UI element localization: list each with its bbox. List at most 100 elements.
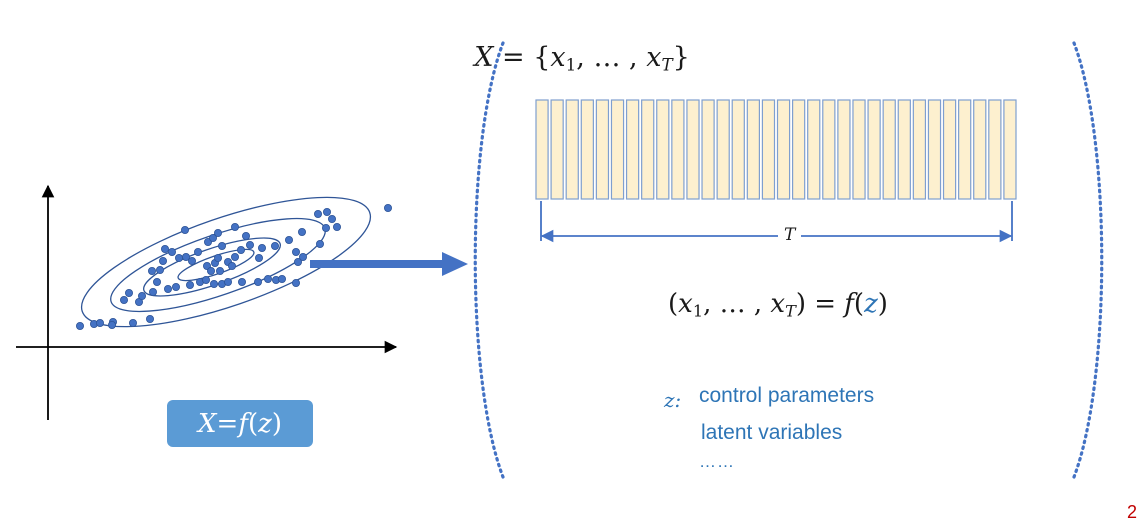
sequence-cell [535, 99, 549, 200]
sequence-cell [852, 99, 866, 200]
sequence-cell [927, 99, 942, 200]
sequence-cell [550, 99, 564, 200]
sequence-cell [791, 99, 806, 200]
scatter-point [171, 282, 180, 291]
scatter-point [215, 266, 224, 275]
note-control-parameters: control parameters [699, 384, 875, 407]
scatter-point [128, 318, 137, 327]
scatter-point [152, 277, 161, 286]
scatter-point [145, 314, 154, 323]
scatter-point [187, 256, 196, 265]
sequence-cells [535, 99, 1017, 200]
left-bracket [473, 41, 505, 479]
scatter-point [209, 279, 218, 288]
scatter-point [291, 278, 300, 287]
latent-symbol: z: [664, 388, 682, 412]
sequence-cell [867, 99, 881, 200]
sequence-cell [580, 99, 594, 200]
formula-badge: X = f(z) [167, 400, 313, 447]
scatter-point [298, 252, 307, 261]
sequence-cell [807, 99, 821, 200]
sequence-cell [746, 99, 760, 200]
scatter-point [245, 240, 254, 249]
sequence-cell [837, 99, 851, 200]
scatter-point [257, 243, 266, 252]
page-number: 2 [1127, 502, 1138, 522]
scatter-point [254, 253, 263, 262]
scatter-point [313, 209, 322, 218]
scatter-point [206, 266, 215, 275]
scatter-point [148, 287, 157, 296]
scatter-point [253, 277, 262, 286]
scatter-point [213, 228, 222, 237]
scatter-point [237, 277, 246, 286]
sequence-cell [897, 99, 911, 200]
sequence-cell [942, 99, 957, 200]
scatter-point [137, 291, 146, 300]
scatter-point [213, 253, 222, 262]
scatter-point [315, 239, 324, 248]
scatter-point [201, 275, 210, 284]
sequence-cell [671, 99, 685, 200]
scatter-point [160, 244, 169, 253]
scatter-point [227, 261, 236, 270]
sequence-cell [641, 99, 655, 200]
sequence-formula: (x1, … , xT) = f(z) [668, 289, 888, 321]
scatter-point [167, 247, 176, 256]
scatter-point [181, 252, 190, 261]
scatter-point [96, 318, 105, 327]
mapping-arrow [310, 252, 468, 276]
scatter-point [263, 274, 272, 283]
scatter-point [147, 266, 156, 275]
contour-outer [80, 196, 372, 328]
scatter-point [185, 280, 194, 289]
sequence-cell [973, 99, 987, 200]
sequence-cell [595, 99, 610, 200]
sequence-cell [701, 99, 715, 200]
scatter-point [163, 284, 172, 293]
scatter-point [327, 214, 336, 223]
scatter-point [125, 288, 134, 297]
scatter-point [236, 245, 245, 254]
scatter-point [293, 257, 302, 266]
sequence-cell [731, 99, 745, 200]
sequence-cell [610, 99, 625, 200]
scatter-point [277, 274, 286, 283]
scatter-point [174, 253, 183, 262]
scatter-point [208, 233, 217, 242]
sequence-cell [822, 99, 836, 200]
note-ellipsis: …… [699, 452, 735, 471]
scatter-point [230, 252, 239, 261]
scatter-point [76, 321, 85, 330]
sequence-length-label: T [778, 225, 802, 245]
scatter-point [270, 241, 279, 250]
note-latent-variables: latent variables [701, 421, 843, 444]
scatter-point [297, 227, 306, 236]
scatter-point [180, 225, 189, 234]
sequence-cell [625, 99, 640, 200]
scatter-point [230, 222, 239, 231]
scatter-point [241, 231, 250, 240]
sequence-cell [761, 99, 776, 200]
sequence-cell [656, 99, 670, 200]
scatter-point [321, 223, 330, 232]
right-bracket [1072, 41, 1104, 479]
sequence-cell [988, 99, 1002, 200]
scatter-point [108, 320, 117, 329]
scatter-point [120, 295, 129, 304]
sequence-cell [565, 99, 579, 200]
sequence-cell [776, 99, 791, 200]
scatter-point [322, 207, 331, 216]
scatter-point [332, 222, 341, 231]
scatter-point [217, 241, 226, 250]
scatter-point [155, 265, 164, 274]
set-formula: X = {x1, … , xT} [474, 42, 690, 75]
sequence-cell [912, 99, 927, 200]
scatter-point [223, 277, 232, 286]
sequence-cell [686, 99, 700, 200]
sequence-cell [882, 99, 896, 200]
scatter-point [158, 256, 167, 265]
scatter-points [76, 203, 392, 330]
scatter-point [383, 203, 392, 212]
sequence-cell [716, 99, 730, 200]
